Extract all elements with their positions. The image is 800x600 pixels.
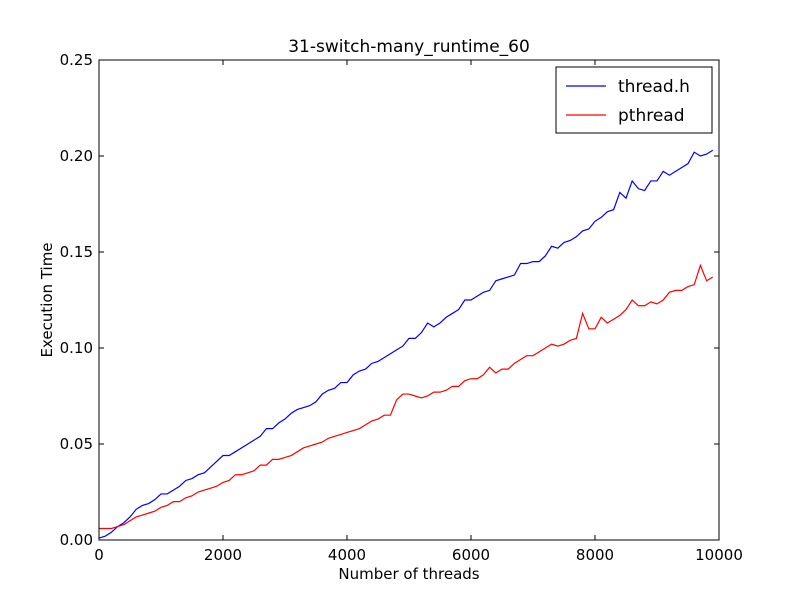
y-axis-label: Execution Time bbox=[38, 242, 56, 357]
legend-label-thread-h: thread.h bbox=[618, 77, 690, 97]
legend: thread.h pthread bbox=[555, 66, 713, 134]
y-tick-label: 0.00 bbox=[60, 531, 93, 549]
x-tick-label: 10000 bbox=[695, 546, 743, 564]
chart-title: 31-switch-many_runtime_60 bbox=[288, 37, 530, 57]
x-tick-label: 2000 bbox=[204, 546, 242, 564]
series-line-thread-h bbox=[98, 149, 714, 539]
y-tick-label: 0.25 bbox=[60, 51, 93, 69]
y-tick-label: 0.20 bbox=[60, 147, 93, 165]
plot-lines bbox=[98, 149, 714, 539]
x-axis-label: Number of threads bbox=[338, 565, 479, 583]
x-tick-label: 6000 bbox=[452, 546, 490, 564]
series-line-pthread bbox=[99, 263, 714, 530]
y-tick-label: 0.15 bbox=[60, 243, 93, 261]
y-tick-label: 0.05 bbox=[60, 435, 93, 453]
x-tick-label: 4000 bbox=[328, 546, 366, 564]
legend-label-pthread: pthread bbox=[618, 106, 685, 126]
axis-ticks: 0 2000 4000 6000 8000 10000 0.00 0.05 0.10 0.15 0.… bbox=[60, 51, 743, 564]
legend-box bbox=[555, 66, 713, 134]
x-tick-label: 0 bbox=[94, 546, 104, 564]
x-tick-label: 8000 bbox=[576, 546, 614, 564]
plot-frame bbox=[98, 59, 720, 541]
y-tick-label: 0.10 bbox=[60, 339, 93, 357]
